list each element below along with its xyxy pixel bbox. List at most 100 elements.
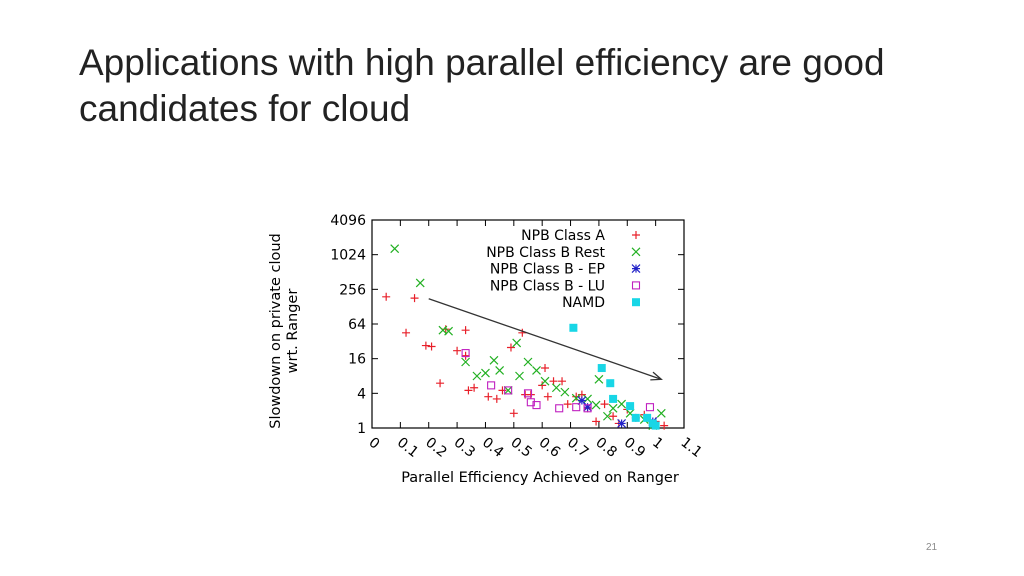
y-tick-labels: 4096 1024 256 64 16 4 1 bbox=[330, 213, 366, 437]
data-point bbox=[645, 403, 655, 412]
data-point bbox=[594, 374, 604, 384]
legend-label: NPB Class B - LU bbox=[490, 278, 605, 294]
data-point bbox=[651, 421, 660, 430]
y-tick-label: 4096 bbox=[330, 213, 366, 229]
data-point bbox=[489, 355, 499, 365]
y-tick-label: 64 bbox=[348, 317, 366, 333]
data-point bbox=[532, 401, 541, 410]
data-point bbox=[551, 383, 561, 393]
x-tick-label: 0.8 bbox=[592, 435, 619, 461]
data-point bbox=[569, 323, 578, 332]
data-points bbox=[382, 244, 669, 431]
data-point bbox=[608, 403, 618, 413]
data-point bbox=[538, 381, 547, 390]
data-point bbox=[484, 392, 493, 401]
data-point bbox=[532, 365, 541, 375]
legend-label: NPB Class A bbox=[521, 228, 605, 244]
data-point bbox=[470, 383, 479, 392]
y-tick-label: 1024 bbox=[330, 248, 366, 264]
page-number: 21 bbox=[926, 542, 938, 553]
data-point bbox=[631, 413, 640, 422]
trend-arrow-head bbox=[650, 371, 663, 381]
slide-title-line-1: Applications with high parallel efficien… bbox=[79, 42, 885, 83]
data-point bbox=[495, 365, 505, 375]
legend-marker bbox=[632, 231, 640, 239]
series-5 bbox=[569, 323, 660, 430]
y-tick-label: 16 bbox=[348, 352, 366, 368]
legend-label: NPB Class B Rest bbox=[486, 245, 605, 261]
x-tick-label: 0.2 bbox=[422, 435, 449, 461]
x-tick-label: 0.1 bbox=[394, 435, 421, 461]
x-tick-label: 0.7 bbox=[564, 435, 591, 461]
y-tick-label: 1 bbox=[357, 421, 366, 437]
data-point bbox=[609, 394, 618, 403]
data-point bbox=[421, 341, 430, 350]
legend-marker bbox=[631, 247, 641, 257]
data-point bbox=[572, 392, 581, 401]
data-point bbox=[481, 368, 490, 378]
data-point bbox=[487, 381, 496, 390]
data-point bbox=[597, 364, 606, 373]
x-axis-label: Parallel Efficiency Achieved on Ranger bbox=[401, 470, 679, 486]
data-point bbox=[523, 357, 533, 367]
data-point bbox=[461, 351, 470, 360]
data-point bbox=[660, 421, 669, 430]
data-point bbox=[543, 392, 552, 401]
trend-arrow bbox=[428, 298, 663, 381]
data-point bbox=[444, 326, 454, 336]
data-point bbox=[515, 371, 524, 381]
data-point bbox=[503, 385, 513, 395]
legend-label: NPB Class B - EP bbox=[490, 262, 605, 278]
data-point bbox=[591, 400, 601, 410]
x-tick-label: 0.4 bbox=[479, 435, 506, 461]
data-point bbox=[382, 292, 391, 301]
data-point bbox=[583, 402, 592, 412]
data-point bbox=[643, 413, 652, 422]
data-point bbox=[617, 399, 627, 409]
x-tick-label: 0.5 bbox=[507, 435, 534, 461]
slide-title-line-2: candidates for cloud bbox=[79, 88, 411, 129]
data-point bbox=[410, 294, 419, 303]
data-point bbox=[472, 371, 482, 381]
x-tick-label: 0.9 bbox=[621, 435, 648, 461]
y-axis-label: Slowdown on private cloud wrt. Ranger bbox=[268, 233, 301, 429]
y-tick-label: 4 bbox=[357, 386, 366, 402]
trend-arrow-line bbox=[428, 298, 662, 380]
x-tick-label: 1.1 bbox=[678, 435, 705, 461]
data-point bbox=[592, 417, 601, 426]
data-point bbox=[453, 346, 462, 355]
series-4 bbox=[461, 349, 655, 413]
data-point bbox=[560, 387, 570, 397]
data-point bbox=[549, 377, 558, 386]
x-tick-labels: 0 0.1 0.2 0.3 0.4 0.5 0.6 0.7 0.8 0.9 1 1.1 bbox=[366, 435, 705, 461]
slide-title: Applications with high parallel efficien… bbox=[79, 40, 979, 132]
axis-ticks bbox=[371, 219, 685, 429]
x-tick-label: 1 bbox=[649, 435, 666, 453]
data-point bbox=[523, 389, 533, 398]
legend-label: NAMD bbox=[562, 295, 605, 311]
data-point bbox=[436, 379, 445, 388]
data-point bbox=[512, 338, 522, 348]
data-point bbox=[461, 326, 470, 335]
data-point bbox=[572, 403, 581, 412]
data-point bbox=[506, 343, 515, 352]
data-point bbox=[563, 400, 572, 409]
data-point bbox=[600, 400, 609, 409]
y-axis-label-line-2: wrt. Ranger bbox=[285, 289, 301, 374]
series-1 bbox=[382, 292, 669, 430]
data-point bbox=[583, 404, 592, 413]
y-axis-label-line-1: Slowdown on private cloud bbox=[268, 233, 284, 429]
data-point bbox=[415, 278, 425, 288]
data-point bbox=[602, 411, 612, 421]
data-point bbox=[577, 396, 587, 405]
legend-marker bbox=[631, 281, 641, 290]
data-point bbox=[518, 328, 527, 337]
data-point bbox=[526, 390, 535, 399]
data-point bbox=[617, 419, 627, 428]
data-point bbox=[540, 376, 550, 386]
legend-marker bbox=[632, 298, 640, 307]
data-point bbox=[464, 386, 473, 395]
data-point bbox=[492, 394, 501, 403]
data-point bbox=[427, 342, 436, 351]
